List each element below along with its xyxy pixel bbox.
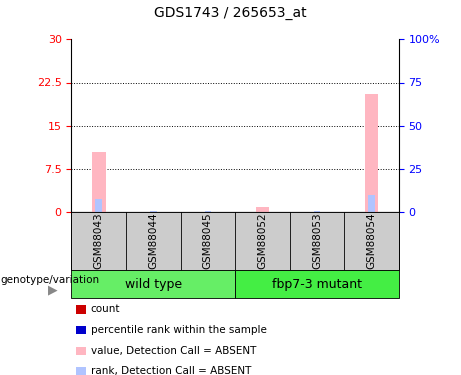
- Bar: [368, 195, 375, 212]
- Text: GSM88054: GSM88054: [366, 213, 377, 269]
- Bar: [365, 94, 378, 212]
- Bar: [313, 211, 320, 212]
- Text: GSM88045: GSM88045: [203, 213, 213, 269]
- Text: count: count: [91, 304, 120, 314]
- Text: GSM88044: GSM88044: [148, 213, 158, 269]
- Bar: [95, 199, 102, 212]
- Text: GSM88043: GSM88043: [94, 213, 104, 269]
- Text: GSM88052: GSM88052: [257, 213, 267, 269]
- Text: rank, Detection Call = ABSENT: rank, Detection Call = ABSENT: [91, 366, 251, 375]
- Text: genotype/variation: genotype/variation: [0, 274, 99, 285]
- Text: fbp7-3 mutant: fbp7-3 mutant: [272, 278, 362, 291]
- Text: GSM88053: GSM88053: [312, 213, 322, 269]
- Bar: [92, 152, 106, 212]
- Text: ▶: ▶: [48, 283, 58, 296]
- Bar: [205, 211, 211, 212]
- Text: value, Detection Call = ABSENT: value, Detection Call = ABSENT: [91, 346, 256, 355]
- Bar: [255, 207, 269, 212]
- Text: GDS1743 / 265653_at: GDS1743 / 265653_at: [154, 6, 307, 20]
- Bar: [150, 211, 157, 212]
- Text: wild type: wild type: [125, 278, 182, 291]
- Text: percentile rank within the sample: percentile rank within the sample: [91, 325, 267, 335]
